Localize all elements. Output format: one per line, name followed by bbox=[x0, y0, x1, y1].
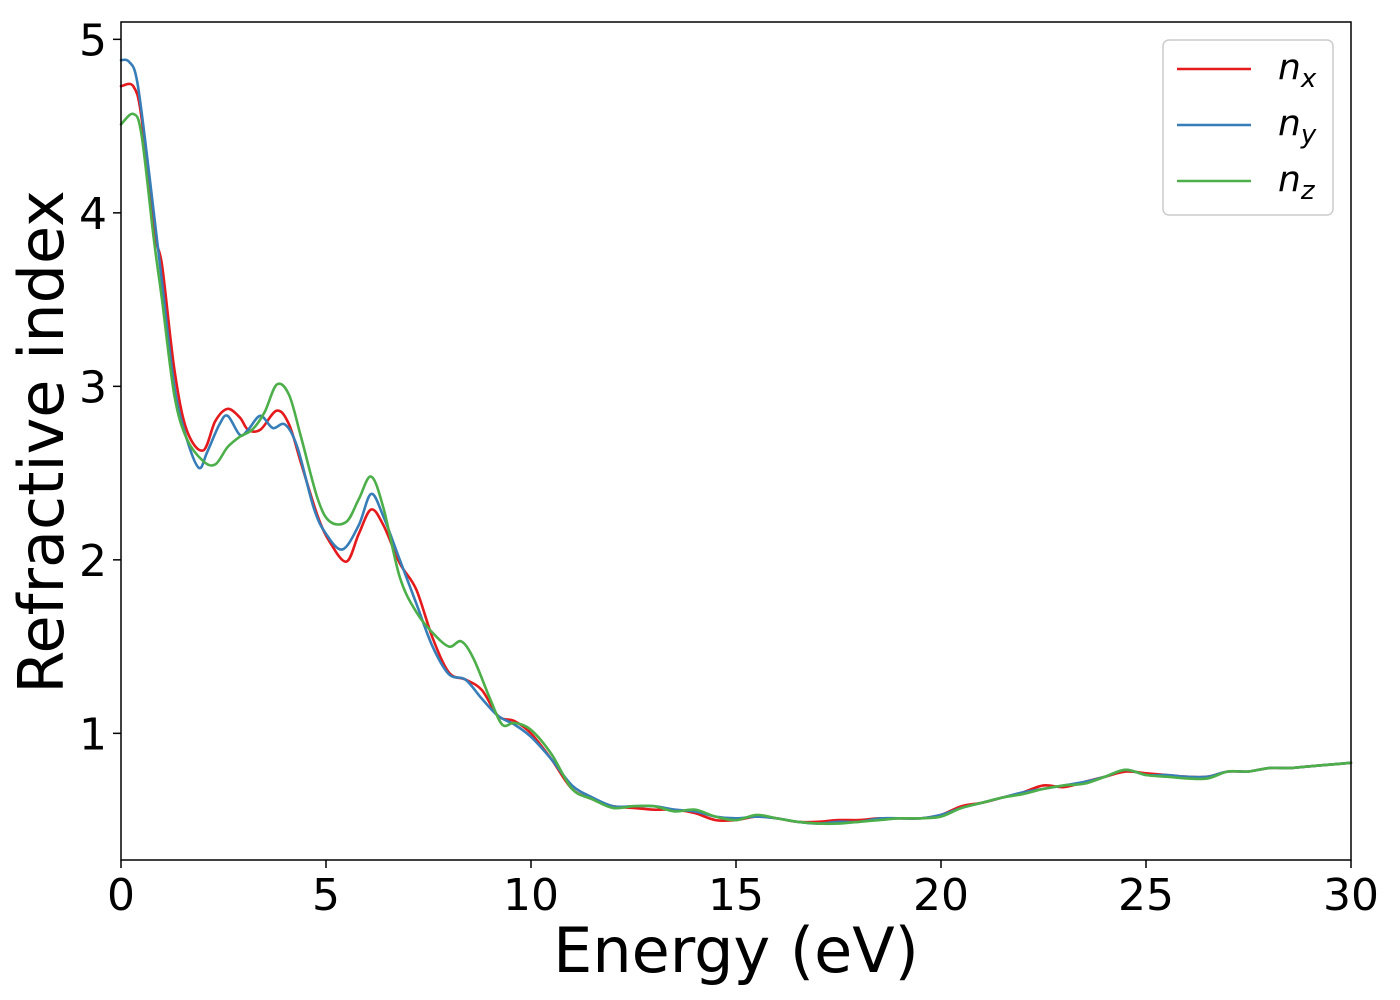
x-tick-label: 25 bbox=[1118, 870, 1174, 921]
legend-label-n-z: nz bbox=[1278, 159, 1316, 206]
x-tick-label: 30 bbox=[1323, 870, 1379, 921]
legend: nx ny nz bbox=[1162, 39, 1334, 216]
x-axis-label: Energy (eV) bbox=[553, 914, 919, 987]
x-tick-label: 20 bbox=[913, 870, 969, 921]
x-tick-label: 10 bbox=[503, 870, 559, 921]
series-layer bbox=[119, 58, 1353, 826]
x-tick-label: 0 bbox=[107, 870, 135, 921]
series-line-n-z bbox=[119, 112, 1353, 826]
x-tick-label: 5 bbox=[312, 870, 340, 921]
x-tick-label: 15 bbox=[708, 870, 764, 921]
y-tick-label: 1 bbox=[79, 709, 107, 760]
y-axis-label: Refractive index bbox=[5, 190, 78, 694]
y-tick-label: 2 bbox=[79, 536, 107, 587]
x-axis-ticks: 0 5 10 15 20 25 30 bbox=[107, 860, 1379, 921]
y-tick-label: 4 bbox=[79, 189, 107, 240]
y-axis-ticks: 1 2 3 4 5 bbox=[79, 15, 121, 760]
y-tick-label: 3 bbox=[79, 362, 107, 413]
legend-label-n-y: ny bbox=[1278, 103, 1317, 150]
y-tick-label: 5 bbox=[79, 15, 107, 66]
legend-label-n-x: nx bbox=[1278, 47, 1317, 94]
legend-box bbox=[1162, 39, 1334, 216]
